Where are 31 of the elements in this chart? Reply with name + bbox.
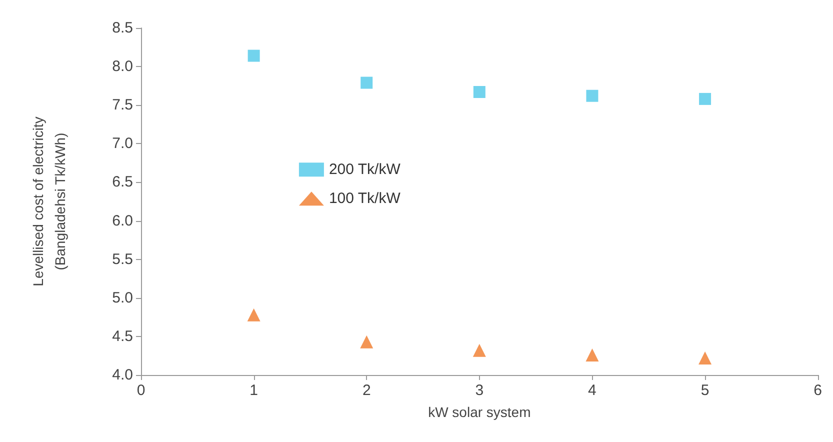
- y-tick-label: 6.0: [112, 212, 133, 230]
- point: [472, 344, 486, 357]
- y-tick-label: 7.5: [112, 96, 133, 114]
- x-tick-label: 1: [250, 382, 258, 399]
- point: [360, 76, 373, 89]
- y-axis-title: Levellised cost of electricity (Bangladehsi Tk/kWh): [30, 116, 68, 286]
- point: [247, 308, 260, 322]
- y-tick-label: 7.0: [112, 135, 133, 152]
- x-tick-label: 5: [700, 382, 710, 399]
- point: [248, 50, 260, 62]
- y-tick-label: 5.5: [112, 250, 133, 268]
- y-tick-label: 6.5: [112, 174, 133, 191]
- point: [699, 92, 712, 105]
- point: [586, 90, 598, 102]
- y-tick-label: 8.0: [112, 58, 133, 76]
- y-tick-label: 5.0: [112, 289, 133, 306]
- legend-label: 200 Tk/kW: [328, 161, 402, 178]
- x-tick-label: 0: [136, 382, 146, 399]
- legend-label: 100 Tk/kW: [328, 190, 402, 208]
- x-tick-label: 6: [814, 382, 822, 399]
- point: [698, 352, 712, 365]
- x-tick-label: 2: [362, 382, 371, 399]
- point: [586, 348, 599, 362]
- x-tick-label: 3: [475, 382, 484, 399]
- x-tick-label: 4: [588, 382, 596, 399]
- point: [473, 86, 486, 98]
- y-tick-label: 4.5: [112, 328, 133, 345]
- point: [360, 335, 374, 348]
- y-tick-label: 4.0: [112, 366, 133, 384]
- y-tick-label: 8.5: [112, 20, 133, 36]
- x-axis-title: kW solar system: [428, 404, 531, 420]
